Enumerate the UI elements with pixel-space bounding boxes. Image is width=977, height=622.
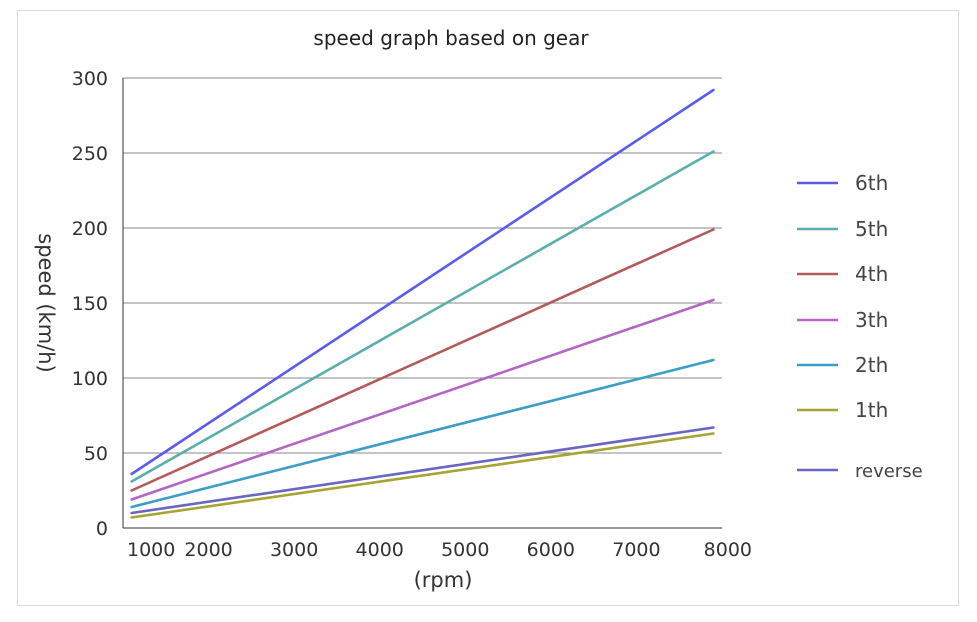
x-tick-label: 3000	[270, 539, 318, 561]
x-tick-label: 6000	[527, 539, 575, 561]
x-tick-label: 5000	[441, 539, 489, 561]
x-tick-label: 2000	[184, 539, 232, 561]
x-tick-label: 8000	[704, 539, 752, 561]
series-line-5th	[130, 150, 715, 483]
series-line-1th	[130, 432, 715, 519]
x-tick-labels: 1000 2000 3000 4000 5000 6000 7000 8000	[127, 539, 752, 561]
legend-label-4th: 4th	[855, 262, 888, 286]
legend-label-3th: 3th	[855, 308, 888, 332]
y-tick-label: 50	[84, 443, 108, 465]
y-tick-label: 250	[72, 143, 108, 165]
y-tick-label: 100	[72, 368, 108, 390]
axes	[122, 78, 722, 529]
series-line-2th	[130, 358, 715, 509]
gridlines	[123, 77, 722, 454]
x-tick-label: 4000	[356, 539, 404, 561]
series-line-4th	[130, 228, 715, 492]
legend-label-1th: 1th	[855, 398, 888, 422]
x-tick-label: 1000	[127, 539, 175, 561]
series-line-6th	[130, 88, 715, 476]
legend: 6th 5th 4th 3th 2th 1th reverse	[797, 171, 923, 482]
x-axis-label: (rpm)	[414, 568, 473, 592]
y-tick-label: 0	[96, 518, 108, 540]
legend-label-5th: 5th	[855, 217, 888, 241]
x-tick-label: 7000	[612, 539, 660, 561]
series-line-3th	[130, 298, 715, 501]
y-tick-label: 300	[72, 68, 108, 90]
legend-label-2th: 2th	[855, 353, 888, 377]
y-axis-label: speed (km/h)	[34, 233, 58, 373]
series-lines	[130, 88, 715, 519]
y-tick-labels: 0 50 100 150 200 250 300	[72, 68, 108, 540]
legend-label-reverse: reverse	[855, 461, 923, 482]
y-tick-label: 150	[72, 293, 108, 315]
chart-title: speed graph based on gear	[313, 26, 589, 50]
y-tick-label: 200	[72, 218, 108, 240]
series-line-reverse	[130, 426, 715, 515]
legend-label-6th: 6th	[855, 171, 888, 195]
